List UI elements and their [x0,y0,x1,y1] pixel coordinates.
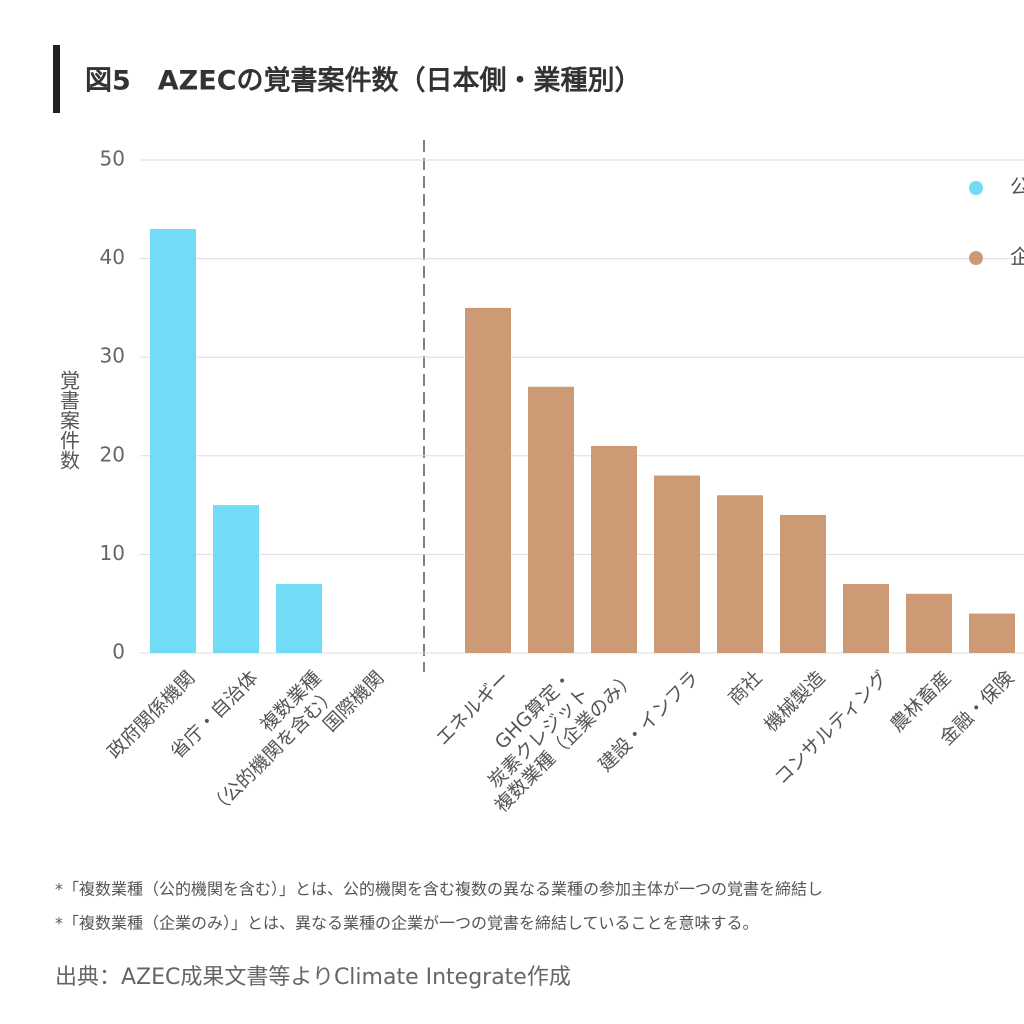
x-tick-label: 商社 [724,667,766,709]
bar [780,514,826,653]
y-tick-label: 30 [100,344,125,368]
y-tick-label: 20 [100,442,125,466]
legend-marker [969,181,983,195]
bar [717,495,763,653]
legend-marker [969,251,983,265]
chart-title: 図5 AZECの覚書案件数（日本側・業種別） [85,65,642,97]
footnote: *「複数業種（公的機関を含む）」とは、公的機関を含む複数の異なる業種の参加主体が… [55,880,823,899]
bar [150,229,196,653]
bar [213,505,259,653]
bar [528,386,574,653]
bar [654,475,700,653]
bar [843,583,889,653]
x-tick-label: 複数業種（公的機関を含む） [189,667,342,820]
title-marker [53,45,60,113]
legend-label: 企 [1010,245,1024,269]
y-tick-label: 40 [100,245,125,269]
y-tick-label: 10 [100,541,125,565]
y-tick-label: 0 [112,640,125,664]
y-axis-label: 覚書案件数 [57,370,81,470]
footnote: *「複数業種（企業のみ）」とは、異なる業種の企業が一つの覚書を締結していることを… [55,914,759,933]
bar [465,307,511,653]
y-tick-label: 50 [100,147,125,171]
bar [591,445,637,653]
source: 出典：AZEC成果文書等よりClimate Integrate作成 [55,965,571,990]
bar [969,613,1015,653]
legend-label: 公 [1010,175,1024,199]
bar [906,593,952,653]
bar [276,583,322,653]
x-tick-label: コンサルティング [770,667,892,789]
